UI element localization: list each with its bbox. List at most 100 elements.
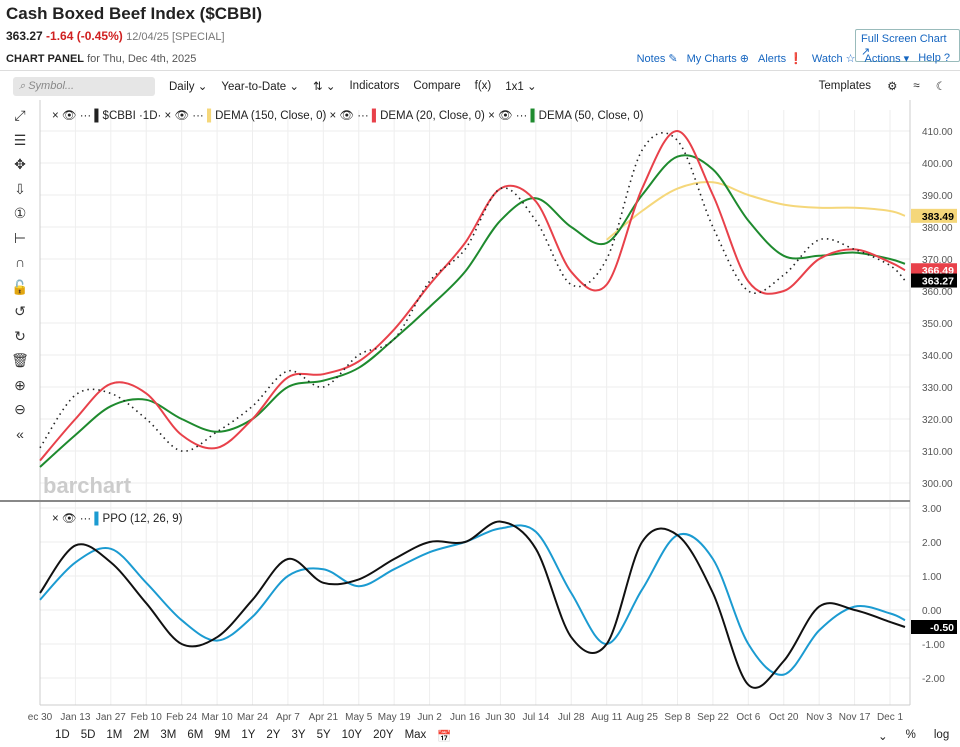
legend-controls[interactable]: × 👁 ··· [326, 110, 372, 122]
x-tick-label: Jan 13 [60, 712, 90, 723]
y-tick-label: 3.00 [922, 504, 942, 515]
y-tick-label: 390.00 [922, 191, 953, 202]
y-tick-label: -1.00 [922, 640, 945, 651]
x-tick-label: Nov 17 [839, 712, 871, 723]
range-1M[interactable]: 1M [106, 729, 123, 741]
legend-swatch: ▌ [207, 108, 215, 123]
y-tick-label: 330.00 [922, 383, 953, 394]
range-20Y[interactable]: 20Y [373, 729, 394, 741]
range-6M[interactable]: 6M [187, 729, 204, 741]
my-charts-link[interactable]: My Charts ⊕ [686, 53, 749, 65]
drawing-tool-3-icon[interactable]: ⇩ [14, 180, 26, 197]
quote-date: 12/04/25 [SPECIAL] [126, 31, 225, 43]
drawing-tool-13-icon[interactable]: « [16, 425, 24, 442]
x-tick-label: Jan 27 [96, 712, 126, 723]
templates-button[interactable]: Templates [818, 80, 872, 92]
bar-type-dropdown[interactable]: ⇅ ⌄ [313, 81, 336, 93]
theme-moon-icon[interactable]: ☾ [935, 81, 946, 93]
watch-link[interactable]: Watch ☆ [811, 53, 856, 65]
legend-controls[interactable]: × 👁 ··· [485, 110, 531, 122]
indicators-button[interactable]: Indicators [349, 80, 400, 92]
gear-icon[interactable]: ⚙ [887, 81, 898, 93]
layout-dropdown[interactable]: 1x1 ⌄ [505, 81, 537, 93]
legend-controls[interactable]: × 👁 ··· [52, 110, 94, 122]
drawing-tool-6-icon[interactable]: ∩ [14, 254, 26, 270]
drawing-tool-4-icon[interactable]: ① [13, 205, 27, 221]
last-value-badge-ppo [911, 620, 957, 634]
range-3Y[interactable]: 3Y [291, 729, 306, 741]
x-tick-label: Feb 24 [166, 712, 198, 723]
chart-area[interactable]: 300.00 310.00 320.00 330.00 340.00 350.00 360.… [0, 100, 960, 725]
drawing-tool-10-icon[interactable]: 🗑 [11, 352, 29, 368]
log-toggle[interactable]: log [933, 729, 950, 741]
drawing-tool-2-icon[interactable]: ✥ [14, 156, 26, 172]
x-tick-label: ec 30 [28, 712, 53, 723]
legend-swatch: ▌ [372, 108, 380, 123]
x-tick-label: Mar 24 [237, 712, 269, 723]
symbol-search-input[interactable]: ⌕ Symbol... [13, 76, 155, 96]
range-dropdown[interactable]: Year-to-Date ⌄ [221, 81, 300, 93]
range-10Y[interactable]: 10Y [341, 729, 363, 741]
y-tick-label: 410.00 [922, 127, 953, 138]
drawing-tools: ⤢ ☰ ✥ ⇩ ① ⊢ ∩ 🔓 ↺ ↻ 🗑 ⊕ ⊖ « [0, 103, 40, 446]
legend-dema150[interactable]: DEMA (150, Close, 0) [215, 110, 326, 122]
range-2Y[interactable]: 2Y [266, 729, 281, 741]
y-tick-label: 0.00 [922, 606, 942, 617]
panel-title: CHART PANEL [6, 53, 85, 65]
drawing-tool-1-icon[interactable]: ☰ [13, 131, 27, 148]
range-2M[interactable]: 2M [133, 729, 150, 741]
series-ppo-line [39, 520, 906, 689]
series-dema150-line [606, 180, 906, 241]
calendar-icon[interactable]: 📅 [437, 731, 452, 743]
x-tick-label: Jul 14 [522, 712, 549, 723]
drawing-tool-8-icon[interactable]: ↺ [14, 303, 26, 319]
legend-swatch: ▌ [94, 108, 102, 123]
legend-controls[interactable]: × 👁 ··· [161, 110, 207, 122]
x-tick-label: Oct 20 [769, 712, 799, 723]
drawing-tool-7-icon[interactable]: 🔓 [11, 278, 29, 295]
y-tick-label: 320.00 [922, 415, 953, 426]
legend-swatch: ▌ [94, 511, 102, 526]
x-tick-label: Jun 30 [485, 712, 515, 723]
range-1D[interactable]: 1D [55, 729, 70, 741]
fx-button[interactable]: f(x) [474, 80, 492, 92]
percent-toggle[interactable]: % [905, 729, 916, 741]
range-5D[interactable]: 5D [80, 729, 96, 741]
compare-button[interactable]: Compare [413, 80, 461, 92]
notes-link[interactable]: Notes ✎ [636, 53, 678, 65]
x-tick-label: Sep 8 [664, 712, 691, 723]
drawing-tool-11-icon[interactable]: ⊕ [14, 376, 26, 393]
header-links: Notes ✎ My Charts ⊕ Alerts ❗ Watch ☆ Act… [637, 52, 950, 65]
range-1Y[interactable]: 1Y [241, 729, 256, 741]
range-3M[interactable]: 3M [160, 729, 177, 741]
chart-panel-label: CHART PANEL for Thu, Dec 4th, 2025 [6, 53, 196, 65]
drawing-tool-12-icon[interactable]: ⊖ [14, 401, 26, 417]
y-tick-label: 400.00 [922, 159, 953, 170]
range-9M[interactable]: 9M [214, 729, 231, 741]
search-placeholder: Symbol... [28, 79, 75, 92]
drawing-tool-0-icon[interactable]: ⤢ [14, 107, 26, 123]
x-tick-label: May 5 [345, 712, 373, 723]
x-tick-label: Oct 6 [736, 712, 760, 723]
ppo-legend: × 👁 ··· ▌PPO (12, 26, 9) [52, 511, 183, 526]
drawing-tool-9-icon[interactable]: ↻ [14, 327, 26, 344]
y-tick-label: 2.00 [922, 538, 942, 549]
y-tick-label: 1.00 [922, 572, 942, 583]
divider [0, 70, 960, 71]
period-dropdown[interactable]: Daily ⌄ [169, 81, 208, 93]
legend-symbol[interactable]: $CBBI ·1D· [103, 110, 162, 122]
legend-dema50[interactable]: DEMA (50, Close, 0) [539, 110, 644, 122]
range-Max[interactable]: Max [404, 729, 427, 741]
collapse-icon[interactable]: ≈ [913, 80, 920, 92]
chart-toolbar: ⌕ Symbol... Daily ⌄ Year-to-Date ⌄ ⇅ ⌄ I… [0, 76, 960, 96]
expand-icon[interactable]: ⌄ [878, 731, 888, 743]
actions-menu[interactable]: Actions ▾ [864, 53, 910, 65]
last-value-label-dema150: 383.49 [922, 211, 954, 223]
help-link[interactable]: Help ? [918, 52, 950, 64]
full-screen-chart-button[interactable]: Full Screen Chart ↗ [855, 29, 960, 62]
drawing-tool-5-icon[interactable]: ⊢ [13, 229, 27, 246]
legend-dema20[interactable]: DEMA (20, Close, 0) [380, 110, 485, 122]
alerts-link[interactable]: Alerts ❗ [757, 53, 803, 65]
x-tick-label: Apr 21 [309, 712, 339, 723]
range-5Y[interactable]: 5Y [316, 729, 331, 741]
